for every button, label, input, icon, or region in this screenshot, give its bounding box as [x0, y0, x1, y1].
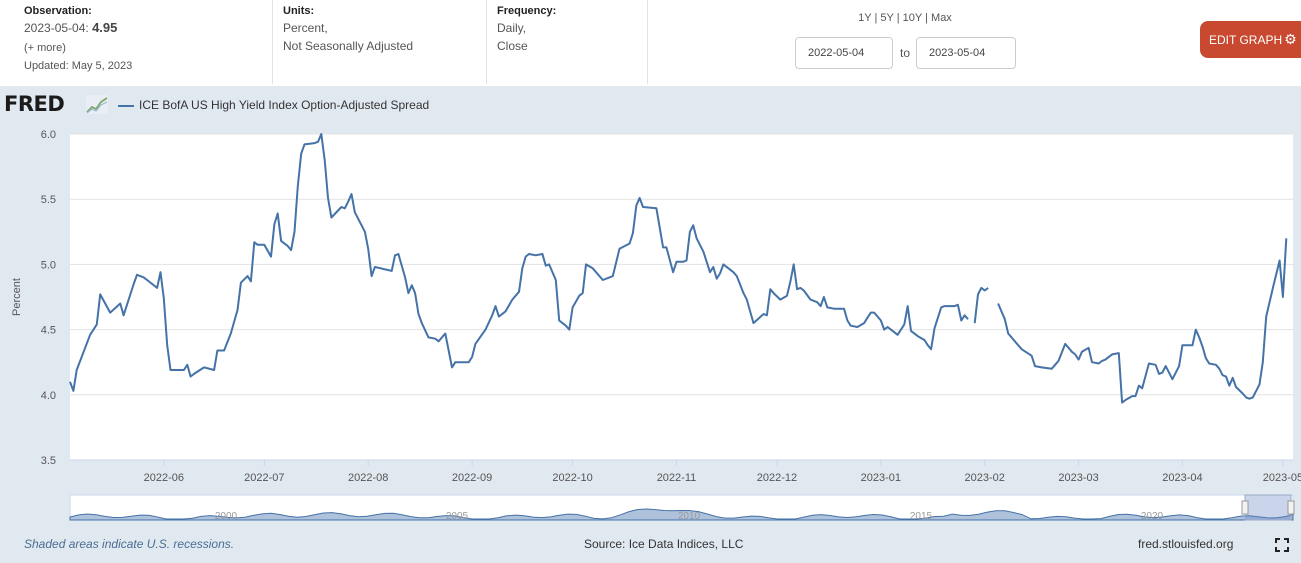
navigator-year-label: 2010	[678, 511, 701, 522]
navigator-handle[interactable]	[1287, 500, 1295, 515]
x-tick-label: 2023-02	[965, 472, 1005, 484]
recession-note: Shaded areas indicate U.S. recessions.	[24, 537, 235, 551]
x-tick-label: 2023-05	[1263, 472, 1301, 484]
y-axis-label: Percent	[11, 278, 23, 316]
frequency-label: Frequency:	[497, 5, 557, 17]
y-tick-label: 5.5	[41, 194, 56, 206]
x-tick-label: 2023-04	[1162, 472, 1202, 484]
navigator-year-label: 2020	[1141, 511, 1164, 522]
observation-line: 2023-05-04: 4.95	[24, 19, 117, 37]
series-line	[69, 133, 969, 392]
observation-panel: Observation: 2023-05-04: 4.95 (+ more) U…	[0, 0, 273, 84]
gear-icon: ⚙	[1284, 31, 1297, 47]
frequency-line2: Close	[497, 39, 528, 53]
x-tick-label: 2023-01	[861, 472, 901, 484]
observation-value: 4.95	[92, 20, 118, 35]
frequency-line1: Daily,	[497, 21, 527, 35]
fullscreen-icon[interactable]	[1275, 538, 1289, 552]
start-date-input[interactable]	[795, 37, 893, 69]
site-link[interactable]: fred.stlouisfed.org	[1138, 537, 1234, 551]
x-tick-label: 2022-10	[552, 472, 592, 484]
navigator-selection	[1244, 494, 1292, 521]
x-tick-label: 2023-03	[1058, 472, 1098, 484]
observation-date: 2023-05-04:	[24, 21, 89, 35]
source-note: Source: Ice Data Indices, LLC	[584, 537, 744, 551]
units-line1: Percent,	[283, 21, 328, 35]
series-line	[997, 238, 1288, 404]
series-line	[973, 286, 989, 324]
edit-graph-button[interactable]: EDIT GRAPH ⚙	[1200, 21, 1301, 58]
more-link[interactable]: (+ more)	[24, 42, 66, 54]
y-tick-label: 4.0	[41, 390, 56, 402]
range-1y[interactable]: 1Y	[858, 12, 872, 24]
x-tick-label: 2022-08	[348, 472, 388, 484]
y-tick-label: 4.5	[41, 325, 56, 337]
range-5y[interactable]: 5Y	[880, 12, 894, 24]
edit-graph-label: EDIT GRAPH	[1209, 33, 1283, 47]
range-max[interactable]: Max	[931, 12, 952, 24]
navigator-area	[69, 508, 1294, 521]
y-tick-label: 5.0	[41, 259, 56, 271]
updated-text: Updated: May 5, 2023	[24, 60, 133, 72]
navigator-year-label: 2005	[446, 511, 469, 522]
navigator-year-label: 2015	[910, 511, 933, 522]
x-tick-label: 2022-12	[757, 472, 797, 484]
range-10y[interactable]: 10Y	[902, 12, 923, 24]
x-tick-label: 2022-07	[244, 472, 284, 484]
to-label: to	[900, 46, 911, 60]
units-line2: Not Seasonally Adjusted	[283, 39, 414, 53]
units-panel: Units: Percent, Not Seasonally Adjusted	[273, 0, 487, 84]
navigator-handle[interactable]	[1241, 500, 1249, 515]
x-tick-label: 2022-09	[452, 472, 492, 484]
units-label: Units:	[283, 5, 315, 17]
y-tick-label: 3.5	[41, 455, 56, 467]
plot-background	[70, 134, 1293, 460]
end-date-input[interactable]	[916, 37, 1016, 69]
navigator-year-label: 2000	[215, 511, 238, 522]
top-bar: Observation: 2023-05-04: 4.95 (+ more) U…	[0, 0, 1301, 86]
frequency-panel: Frequency: Daily, Close	[487, 0, 648, 84]
observation-label: Observation:	[24, 5, 92, 17]
legend-swatch	[118, 105, 134, 107]
legend-series-label[interactable]: ICE BofA US High Yield Index Option-Adju…	[139, 98, 430, 112]
fred-logo: FRED	[4, 92, 65, 116]
x-tick-label: 2022-06	[144, 472, 184, 484]
range-selector: 1Y | 5Y | 10Y | Max	[858, 12, 952, 24]
fred-logo-graph-icon	[86, 95, 108, 114]
chart-area: 3.5 4.0 4.5 5.0 5.5 6.0 Percent 2022-06 2022-07 2…	[11, 129, 1301, 522]
x-tick-label: 2022-11	[657, 472, 697, 484]
y-tick-label: 6.0	[41, 129, 56, 141]
